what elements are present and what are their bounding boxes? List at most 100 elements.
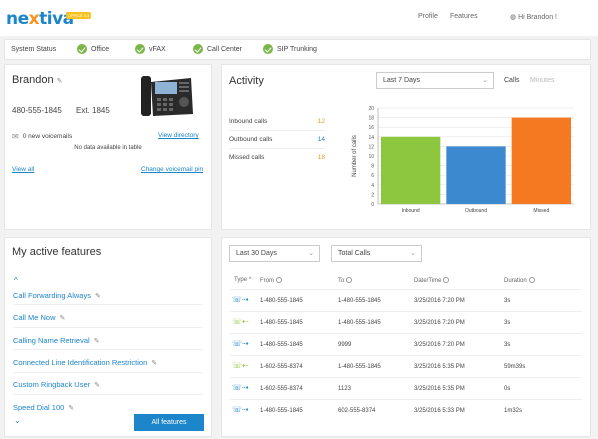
- call-row[interactable]: ☏⇢ 1-480-555-1845 9999 3/25/2016 7:20 PM 3s: [230, 333, 582, 354]
- call-from: 1-480-555-1845: [260, 408, 303, 414]
- call-datetime: 3/25/2016 7:20 PM: [414, 298, 465, 304]
- empty-table-message: No data available in table: [74, 145, 142, 151]
- check-icon: [135, 44, 145, 54]
- edit-pencil-icon[interactable]: ✎: [56, 78, 63, 85]
- system-status-bar: System Status Office vFAX Call Center SI…: [4, 39, 591, 60]
- activity-title: Activity: [229, 75, 264, 87]
- col-header-type[interactable]: Type ^: [234, 277, 252, 283]
- product-badge: OFFICE 3.3: [66, 12, 92, 19]
- divider: [13, 349, 203, 350]
- call-to: 9999: [338, 342, 352, 348]
- y-tick-label: 8: [371, 164, 374, 170]
- sort-icon: [528, 277, 535, 283]
- profile-link[interactable]: Profile: [418, 13, 438, 20]
- feature-speed-dial-100[interactable]: Speed Dial 100 ✎: [13, 403, 75, 412]
- call-to: 602-555-8374: [338, 408, 376, 414]
- call-from: 1-480-555-1845: [260, 298, 303, 304]
- user-panel: Brandon ✎ 480-555-1845 Ext. 1845 ✉ 0 new…: [4, 64, 212, 230]
- call-row[interactable]: ☏⇠ 1-602-555-8374 1-480-555-1845 3/25/2016 …: [230, 355, 582, 376]
- col-header-datetime[interactable]: Date/Time: [414, 277, 450, 284]
- y-tick-label: 10: [368, 154, 374, 160]
- feature-calling-name-retrieval[interactable]: Calling Name Retrieval ✎: [13, 336, 100, 345]
- status-sip-trunking[interactable]: SIP Trunking: [263, 44, 317, 54]
- user-greeting: Hi Brandon !: [518, 14, 557, 21]
- voicemail-count: ✉ 0 new voicemails: [12, 132, 73, 141]
- call-filter-select[interactable]: Total Calls ⌄: [331, 245, 422, 262]
- tab-calls[interactable]: Calls: [504, 77, 520, 84]
- edit-pencil-icon[interactable]: ✎: [94, 293, 101, 300]
- outbound-call-icon: ☏⇢: [232, 339, 249, 348]
- col-header-from[interactable]: From: [260, 277, 282, 284]
- call-row[interactable]: ☏⇢ 1-602-555-8374 1123 3/25/2016 5:35 PM 0s: [230, 377, 582, 398]
- inbound-call-icon: ☏⇠: [232, 361, 249, 370]
- chevron-down-icon: ⌄: [410, 250, 416, 257]
- activity-panel: Activity Last 7 Days ⌄ Calls Minutes Inbo…: [221, 64, 591, 230]
- call-datetime: 3/25/2016 7:20 PM: [414, 342, 465, 348]
- view-directory-link[interactable]: View directory: [158, 132, 199, 139]
- feature-call-forwarding-always[interactable]: Call Forwarding Always ✎: [13, 291, 101, 300]
- check-icon: [193, 44, 203, 54]
- call-from: 1-602-555-8374: [260, 364, 303, 370]
- tab-minutes[interactable]: Minutes: [530, 77, 555, 84]
- chevron-up-icon[interactable]: ^: [14, 276, 18, 285]
- view-all-link[interactable]: View all: [12, 166, 35, 173]
- y-tick-label: 4: [371, 183, 374, 189]
- active-features-panel: My active features ^ Call Forwarding Alw…: [4, 237, 212, 437]
- feature-call-me-now[interactable]: Call Me Now ✎: [13, 313, 66, 322]
- call-row[interactable]: ☏⇠ 1-480-555-1845 1-480-555-1845 3/25/2016 …: [230, 311, 582, 332]
- activity-range-select[interactable]: Last 7 Days ⌄: [376, 72, 494, 89]
- sort-icon: [276, 277, 282, 283]
- all-features-button[interactable]: All features: [134, 414, 204, 431]
- chevron-down-icon[interactable]: ⌄: [14, 416, 21, 425]
- edit-pencil-icon[interactable]: ✎: [93, 338, 100, 345]
- y-tick-label: 0: [371, 202, 374, 208]
- features-link[interactable]: Features: [450, 13, 478, 20]
- divider: [229, 130, 325, 131]
- nextiva-logo[interactable]: nextiva: [6, 9, 74, 29]
- call-from: 1-480-555-1845: [260, 320, 303, 326]
- x-tick-label: Inbound: [402, 208, 420, 214]
- call-duration: 1m32s: [504, 408, 523, 414]
- divider: [13, 372, 203, 373]
- call-row[interactable]: ☏⇢ 1-480-555-1845 1-480-555-1845 3/25/2016 …: [230, 289, 582, 310]
- call-to: 1-480-555-1845: [338, 364, 381, 370]
- edit-pencil-icon[interactable]: ✎: [151, 360, 158, 367]
- outbound-call-icon: ☏⇢: [232, 405, 249, 414]
- inbound-call-icon: ☏⇠: [232, 317, 249, 326]
- envelope-icon: ✉: [12, 132, 19, 141]
- bar-inbound: [381, 136, 441, 204]
- user-extension: Ext. 1845: [76, 106, 110, 115]
- chevron-down-icon: ⌄: [308, 250, 314, 257]
- top-header: nextiva OFFICE 3.3 Profile Features ◍ Hi…: [0, 0, 598, 36]
- call-history-panel: Last 30 Days ⌄ Total Calls ⌄ Type ^ From T…: [221, 237, 591, 437]
- bar-outbound: [446, 146, 506, 204]
- y-tick-label: 6: [371, 173, 374, 179]
- activity-row-outbound: Outbound calls 14: [229, 136, 325, 143]
- feature-connected-line-identification-restriction[interactable]: Connected Line Identification Restrictio…: [13, 358, 158, 367]
- feature-custom-ringback-user[interactable]: Custom Ringback User ✎: [13, 380, 100, 389]
- call-to: 1-480-555-1845: [338, 320, 381, 326]
- outbound-call-icon: ☏⇢: [232, 383, 249, 392]
- call-range-select[interactable]: Last 30 Days ⌄: [229, 245, 320, 262]
- call-row[interactable]: ☏⇢ 1-480-555-1845 602-555-8374 3/25/2016 5:…: [230, 399, 582, 420]
- y-tick-label: 16: [368, 125, 374, 131]
- system-status-label: System Status: [11, 46, 57, 53]
- y-tick-label: 18: [368, 116, 374, 122]
- status-call-center[interactable]: Call Center: [193, 44, 242, 54]
- call-from: 1-480-555-1845: [260, 342, 303, 348]
- edit-pencil-icon[interactable]: ✎: [68, 405, 75, 412]
- edit-pencil-icon[interactable]: ✎: [94, 382, 100, 389]
- edit-pencil-icon[interactable]: ✎: [59, 315, 66, 322]
- user-menu[interactable]: ◍ Hi Brandon !: [510, 13, 557, 21]
- call-duration: 59m39s: [504, 364, 526, 370]
- divider: [13, 304, 203, 305]
- change-voicemail-pin-link[interactable]: Change voicemail pin: [141, 166, 204, 173]
- col-header-duration[interactable]: Duration: [504, 277, 535, 284]
- call-duration: 0s: [504, 386, 511, 392]
- status-office[interactable]: Office: [77, 44, 109, 54]
- call-duration: 3s: [504, 298, 511, 304]
- col-header-to[interactable]: To: [338, 277, 353, 284]
- activity-bar-chart: 0 2 4 6 8 10 12 14 16 18 20 Inbound Outbound Missed Nu…: [352, 106, 574, 214]
- check-icon: [77, 44, 87, 54]
- status-vfax[interactable]: vFAX: [135, 44, 166, 54]
